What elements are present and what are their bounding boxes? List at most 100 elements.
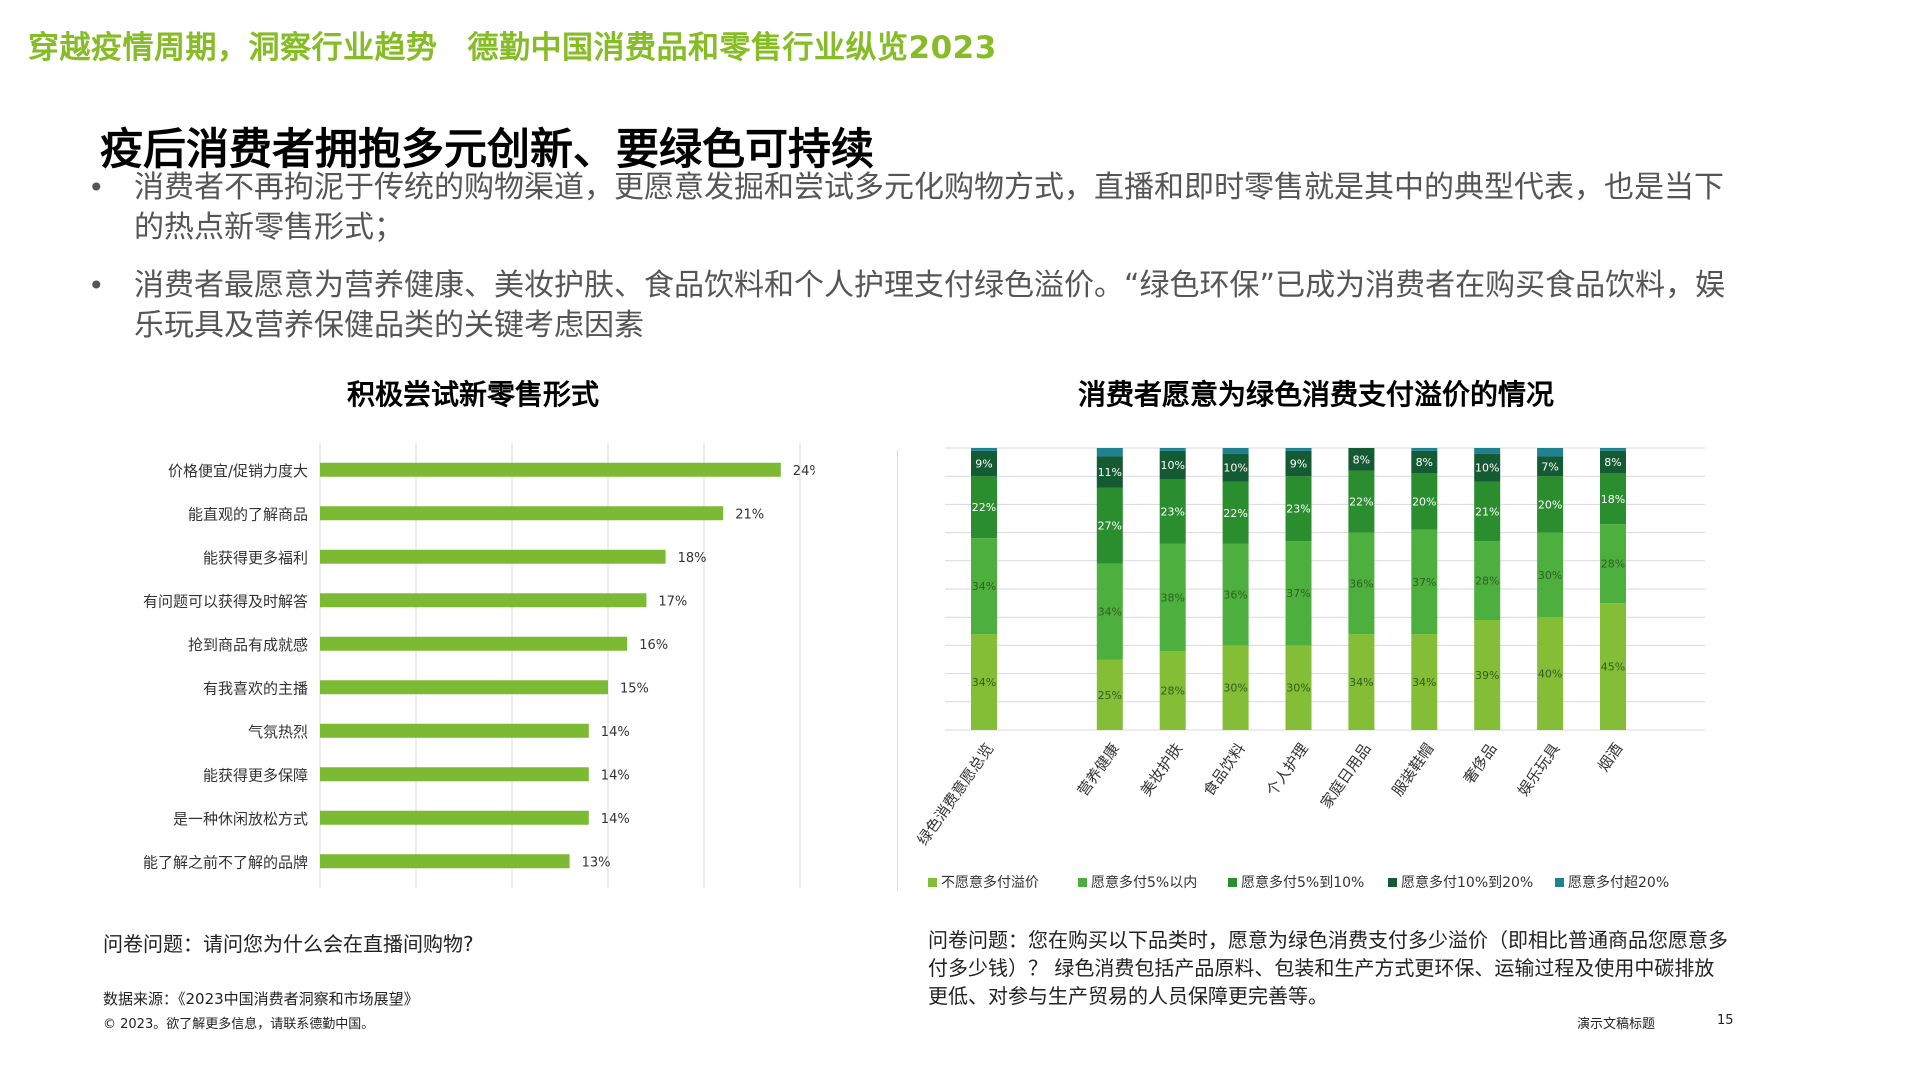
stack-segment xyxy=(1348,470,1375,533)
stack-segment xyxy=(1348,634,1375,730)
bar xyxy=(320,636,628,651)
stack-segment xyxy=(1600,448,1626,451)
left-survey-note: 问卷问题：请问您为什么会在直播间购物? xyxy=(103,932,474,956)
value-label: 24% xyxy=(793,464,815,479)
segment-label: 27% xyxy=(1098,520,1122,533)
legend-swatch xyxy=(1078,878,1087,887)
legend-label: 愿意多付10%到20% xyxy=(1401,874,1533,891)
segment-label: 30% xyxy=(1538,569,1562,582)
category-label: 能获得更多福利 xyxy=(203,549,308,567)
category-label: 价格便宜/促销力度大 xyxy=(168,462,308,480)
stack-segment xyxy=(1348,532,1375,635)
stack-segment xyxy=(1600,473,1626,525)
stack-segment xyxy=(1096,659,1123,730)
category-label: 能获得更多保障 xyxy=(203,766,308,784)
category-label: 能了解之前不了解的品牌 xyxy=(143,853,308,871)
stack-segment xyxy=(971,538,997,635)
value-label: 13% xyxy=(582,855,611,870)
stack-segment xyxy=(971,448,997,451)
legend-swatch xyxy=(1388,878,1397,887)
category-label: 烟酒 xyxy=(1594,740,1626,775)
category-label: 是一种休闲放松方式 xyxy=(173,810,308,828)
value-label: 16% xyxy=(639,638,668,653)
bullet-item: • 消费者最愿意为营养健康、美妆护肤、食品饮料和个人护理支付绿色溢价。“绿色环保”… xyxy=(88,266,1728,346)
category-label: 有问题可以获得及时解答 xyxy=(143,592,308,610)
category-label: 服装鞋帽 xyxy=(1388,740,1437,799)
page-title: 疫后消费者拥抱多元创新、要绿色可持续 xyxy=(100,125,874,175)
segment-label: 10% xyxy=(1223,462,1247,475)
stack-segment xyxy=(1159,448,1186,451)
stack-segment xyxy=(1222,453,1249,482)
value-label: 14% xyxy=(601,812,630,827)
page-number: 15 xyxy=(1717,1013,1734,1028)
left-chart-title: 积极尝试新零售形式 xyxy=(347,378,600,411)
value-label: 14% xyxy=(601,725,630,740)
stack-segment xyxy=(1159,450,1186,480)
stack-segment xyxy=(1600,524,1626,604)
stack-segment xyxy=(1474,448,1501,454)
stack-segment xyxy=(971,634,997,730)
stacked-bar-chart: 34% 34% 22% 9% 绿色消费意愿总览 25% 34% 27% 11% 营养健康 28% 38… xyxy=(914,447,1705,891)
stack-segment xyxy=(1096,563,1123,660)
segment-label: 10% xyxy=(1475,462,1499,475)
category-label: 美妆护肤 xyxy=(1137,740,1186,799)
stack-segment xyxy=(1411,529,1438,635)
bar xyxy=(320,506,724,521)
segment-label: 34% xyxy=(972,676,996,689)
segment-label: 34% xyxy=(1412,676,1436,689)
stack-segment xyxy=(1537,456,1564,477)
bar xyxy=(320,810,589,825)
stack-segment xyxy=(1222,448,1249,454)
header-part2: 德勤中国消费品和零售行业纵览2023 xyxy=(467,30,997,66)
stack-segment xyxy=(1159,479,1186,544)
segment-label: 10% xyxy=(1160,459,1184,472)
segment-label: 7% xyxy=(1541,460,1558,473)
stack-segment xyxy=(1474,620,1501,730)
stack-segment xyxy=(1474,453,1501,482)
segment-label: 25% xyxy=(1098,689,1122,702)
legend-swatch xyxy=(1555,878,1564,887)
header-banner: 穿越疫情周期，洞察行业趋势 德勤中国消费品和零售行业纵览2023 xyxy=(28,22,997,67)
value-label: 21% xyxy=(735,507,764,522)
copyright: © 2023。欲了解更多信息，请联系德勤中国。 xyxy=(103,1017,375,1032)
segment-label: 21% xyxy=(1475,505,1499,518)
bar xyxy=(320,854,570,869)
stack-segment xyxy=(1600,603,1626,730)
category-label: 食品饮料 xyxy=(1200,740,1249,799)
bar xyxy=(320,593,647,608)
segment-label: 28% xyxy=(1475,575,1499,588)
segment-label: 9% xyxy=(1290,458,1307,471)
segment-label: 38% xyxy=(1160,591,1184,604)
segment-label: 8% xyxy=(1353,453,1370,466)
segment-label: 22% xyxy=(1349,496,1373,509)
stack-segment xyxy=(1285,645,1312,730)
segment-label: 40% xyxy=(1538,668,1562,681)
stack-segment xyxy=(1537,448,1564,457)
category-label: 个人护理 xyxy=(1263,740,1312,799)
segment-label: 18% xyxy=(1601,493,1625,506)
stack-segment xyxy=(1537,617,1564,730)
bar xyxy=(320,549,666,564)
segment-label: 20% xyxy=(1538,498,1562,511)
value-label: 15% xyxy=(620,681,649,696)
stack-segment xyxy=(1222,645,1249,730)
segment-label: 23% xyxy=(1160,505,1184,518)
stack-segment xyxy=(1159,543,1186,652)
segment-label: 39% xyxy=(1475,669,1499,682)
header-part1: 穿越疫情周期，洞察行业趋势 xyxy=(28,30,438,66)
stack-segment xyxy=(1096,448,1123,457)
segment-label: 36% xyxy=(1223,589,1247,602)
bullet-dot: • xyxy=(88,269,105,302)
data-source: 数据来源：《2023中国消费者洞察和市场展望》 xyxy=(103,990,419,1008)
bullet-item: • 消费者不再拘泥于传统的购物渠道，更愿意发掘和尝试多元化购物方式，直播和即时零售… xyxy=(88,168,1728,248)
right-survey-note: 问卷问题：您在购买以下品类时，愿意为绿色消费支付多少溢价（即相比普通商品您愿意多… xyxy=(928,928,1728,1008)
stack-segment xyxy=(1222,543,1249,646)
segment-label: 28% xyxy=(1601,558,1625,571)
category-label: 绿色消费意愿总览 xyxy=(914,740,998,849)
chart-divider xyxy=(897,450,898,890)
category-label: 气氛热烈 xyxy=(248,723,308,741)
stack-segment xyxy=(1159,651,1186,730)
value-label: 14% xyxy=(601,768,630,783)
bar xyxy=(320,767,589,782)
value-label: 17% xyxy=(658,594,687,609)
